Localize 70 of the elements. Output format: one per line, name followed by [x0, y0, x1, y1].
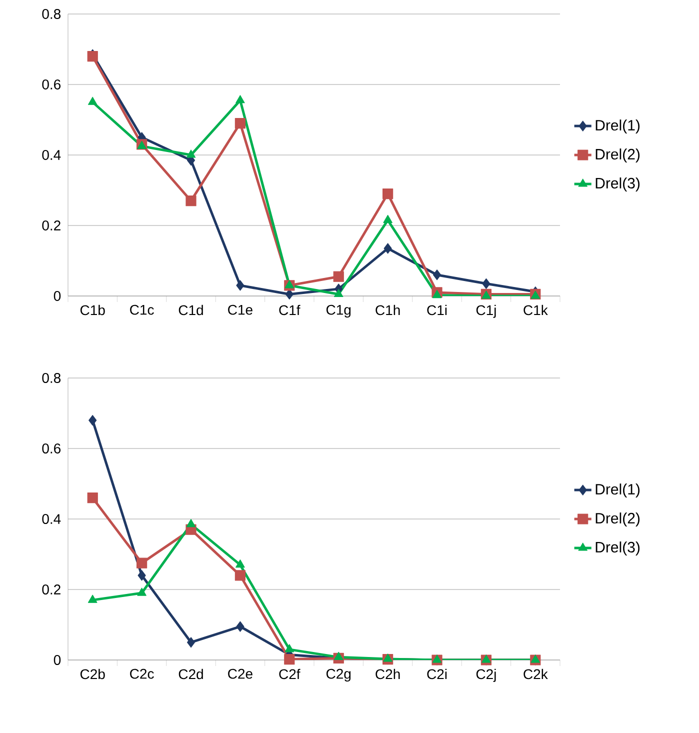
point — [284, 654, 295, 665]
x-tick-label: C1f — [279, 304, 300, 316]
point — [186, 637, 196, 648]
point — [285, 288, 294, 300]
y-tick-label: 0.2 — [42, 584, 60, 594]
point — [236, 560, 245, 568]
point — [482, 654, 491, 663]
point — [284, 280, 294, 288]
point — [236, 95, 245, 104]
x-tick-label: C2j — [476, 668, 496, 682]
point — [383, 654, 392, 662]
x-tick-label: C2k — [524, 668, 548, 680]
legend-label: Drel(3) — [596, 177, 640, 192]
y-tick-label: 0.2 — [42, 220, 60, 230]
y-tick-label: 0 — [54, 655, 61, 665]
point — [530, 654, 540, 663]
y-tick-label: 0 — [54, 291, 61, 301]
x-tick-label: C2h — [376, 668, 400, 680]
x-tick-label: C1e — [228, 304, 252, 315]
x-tick-label: C2i — [427, 668, 447, 680]
x-tick-label: C2d — [178, 668, 203, 680]
point — [186, 150, 196, 158]
x-tick-label: C2g — [326, 668, 351, 682]
y-tick-label: 0.8 — [42, 9, 61, 19]
point — [383, 214, 392, 224]
point — [432, 290, 442, 298]
point — [138, 570, 146, 581]
x-tick-label: C2e — [228, 668, 252, 679]
point — [432, 270, 442, 280]
point — [87, 492, 98, 504]
x-tick-label: C1g — [326, 304, 351, 318]
x-tick-label: C1c — [130, 304, 154, 315]
legend-label: Drel(2) — [596, 512, 640, 526]
point — [186, 518, 196, 528]
legend-label: Drel(1) — [596, 120, 640, 134]
point — [334, 288, 344, 298]
point — [186, 196, 196, 206]
point — [137, 588, 146, 596]
point — [236, 621, 244, 632]
y-tick-label: 0.8 — [42, 373, 61, 383]
y-tick-label: 0.6 — [42, 444, 61, 454]
point — [88, 96, 98, 105]
x-tick-label: C1h — [376, 304, 400, 316]
point — [234, 570, 246, 581]
legend-label: Drel(2) — [596, 148, 640, 162]
point — [333, 271, 344, 282]
x-tick-label: C2b — [80, 668, 105, 680]
point — [88, 415, 97, 426]
x-tick-label: C1j — [476, 304, 496, 318]
legend-label: Drel(3) — [596, 541, 640, 556]
legend-label: Drel(1) — [596, 484, 640, 498]
point — [482, 278, 490, 289]
point — [88, 594, 98, 603]
point — [432, 654, 442, 663]
x-tick-label: C1i — [427, 304, 447, 316]
point — [284, 644, 294, 652]
point — [384, 243, 392, 254]
x-tick-label: C1d — [178, 304, 203, 316]
point — [234, 118, 246, 129]
x-tick-label: C1b — [80, 304, 105, 316]
x-tick-label: C2f — [279, 668, 300, 680]
point — [236, 280, 244, 291]
point — [136, 558, 148, 568]
y-tick-label: 0.4 — [42, 514, 61, 524]
y-tick-label: 0.6 — [42, 80, 61, 90]
x-tick-label: C1k — [524, 304, 548, 316]
x-tick-label: C2c — [130, 668, 154, 679]
y-tick-label: 0.4 — [42, 150, 61, 160]
point — [382, 188, 394, 200]
point — [334, 652, 344, 660]
